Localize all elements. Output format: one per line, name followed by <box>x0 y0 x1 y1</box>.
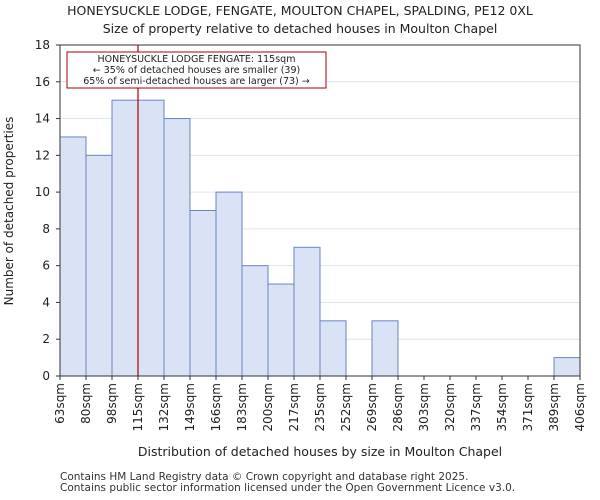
footer-line-1: Contains HM Land Registry data © Crown c… <box>60 471 469 483</box>
x-tick-label: 320sqm <box>443 383 457 431</box>
bar-166sqm <box>215 191 243 377</box>
x-tick-label: 63sqm <box>53 383 67 424</box>
chart-title-block: HONEYSUCKLE LODGE, FENGATE, MOULTON CHAP… <box>0 2 600 38</box>
x-tick-label: 132sqm <box>157 383 171 431</box>
y-axis-label: Number of detached properties <box>2 117 16 306</box>
x-tick-label: 217sqm <box>287 383 301 431</box>
x-tick-label: 166sqm <box>209 383 223 431</box>
x-tick-label: 115sqm <box>131 383 145 431</box>
y-tick-label: 0 <box>42 369 50 383</box>
x-axis-ticks: 63sqm 80sqm 98sqm 115sqm 132sqm 149sqm 166sqm 1… <box>53 376 587 431</box>
bar-183sqm <box>241 265 269 377</box>
x-tick-label: 354sqm <box>495 383 509 431</box>
x-tick-label: 371sqm <box>521 383 535 431</box>
bar-80sqm <box>85 154 113 377</box>
footer: Contains HM Land Registry data © Crown c… <box>60 472 515 494</box>
y-tick-label: 8 <box>42 222 50 236</box>
chart-title-address: HONEYSUCKLE LODGE, FENGATE, MOULTON CHAP… <box>67 3 533 18</box>
bar-132sqm <box>163 118 191 377</box>
y-tick-label: 12 <box>35 148 50 162</box>
x-axis-label: Distribution of detached houses by size … <box>138 444 502 459</box>
bar-235sqm <box>319 320 347 377</box>
bars-group <box>59 99 581 377</box>
x-tick-label: 406sqm <box>573 383 587 431</box>
x-tick-label: 252sqm <box>339 383 353 431</box>
annotation-line-1: HONEYSUCKLE LODGE FENGATE: 115sqm <box>98 54 296 65</box>
y-tick-label: 10 <box>35 185 50 199</box>
y-axis-ticks: 0 2 4 6 8 10 12 14 16 18 <box>35 38 60 383</box>
annotation-box: HONEYSUCKLE LODGE FENGATE: 115sqm ← 35% … <box>66 51 327 89</box>
x-tick-label: 80sqm <box>79 383 93 424</box>
annotation-line-2: ← 35% of detached houses are smaller (39… <box>93 65 300 76</box>
y-tick-label: 16 <box>35 75 50 89</box>
x-tick-label: 337sqm <box>469 383 483 431</box>
x-tick-label: 200sqm <box>261 383 275 431</box>
y-tick-label: 2 <box>42 332 50 346</box>
y-tick-label: 14 <box>35 112 50 126</box>
x-tick-label: 286sqm <box>391 383 405 431</box>
bar-269sqm <box>371 320 399 377</box>
bar-98sqm <box>111 99 139 377</box>
x-tick-label: 235sqm <box>313 383 327 431</box>
x-tick-label: 98sqm <box>105 383 119 424</box>
x-tick-label: 183sqm <box>235 383 249 431</box>
x-tick-label: 303sqm <box>417 383 431 431</box>
annotation-line-3: 65% of semi-detached houses are larger (… <box>83 76 310 87</box>
y-tick-label: 4 <box>42 295 50 309</box>
bar-115sqm <box>137 99 165 377</box>
bar-149sqm <box>189 210 217 377</box>
chart-title-subtitle: Size of property relative to detached ho… <box>102 21 498 36</box>
annotation-rect <box>66 51 327 89</box>
y-tick-label: 6 <box>42 259 50 273</box>
footer-line-2: Contains public sector information licen… <box>60 482 516 494</box>
bar-63sqm <box>59 136 87 377</box>
x-tick-label: 149sqm <box>183 383 197 431</box>
bar-389sqm <box>553 357 581 377</box>
x-tick-label: 269sqm <box>365 383 379 431</box>
x-tick-label: 389sqm <box>547 383 561 431</box>
y-tick-label: 18 <box>35 38 50 52</box>
bar-217sqm <box>293 246 321 377</box>
bar-200sqm <box>267 283 295 377</box>
